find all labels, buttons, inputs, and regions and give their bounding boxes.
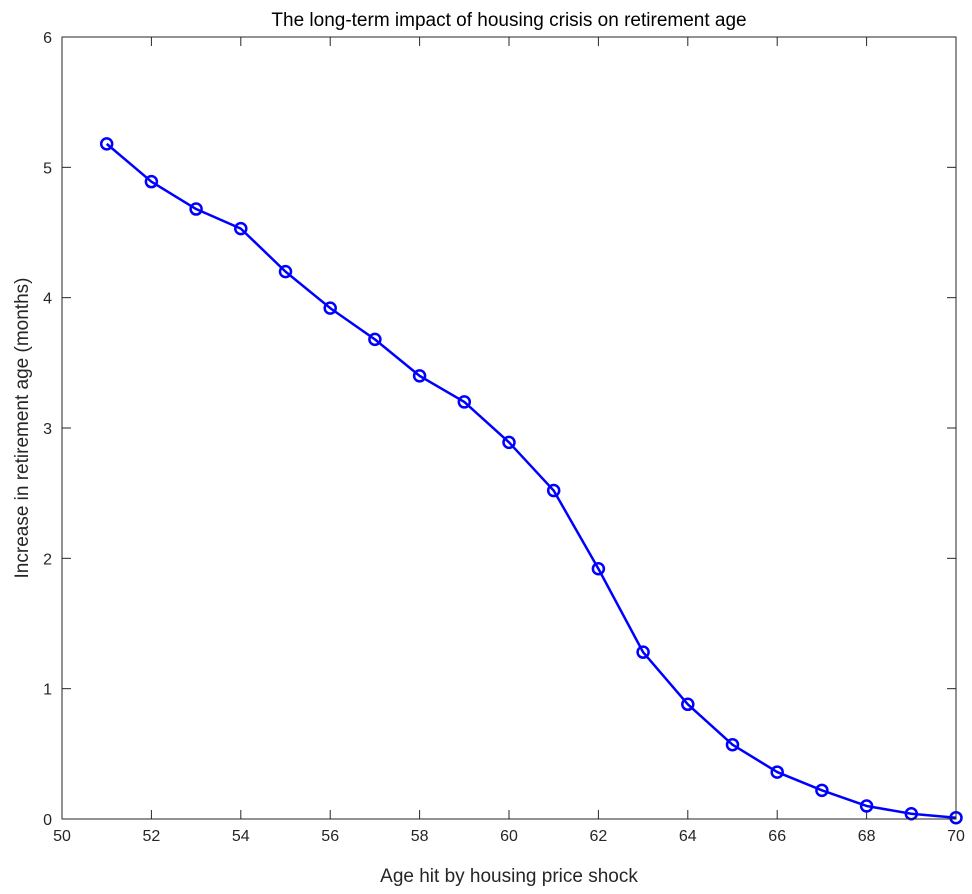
x-tick-label: 54 <box>232 828 250 845</box>
x-tick-label: 66 <box>768 828 786 845</box>
series-line <box>105 142 957 819</box>
data-point <box>681 697 695 712</box>
y-tick-label: 2 <box>43 551 52 568</box>
y-tick-label: 5 <box>43 160 52 177</box>
series-layer <box>99 137 963 825</box>
x-tick-label: 56 <box>321 828 339 845</box>
plot-frame <box>61 36 957 820</box>
y-axis-label: Increase in retirement age (months) <box>12 278 33 579</box>
data-point <box>412 369 427 383</box>
x-tick-label: 58 <box>411 828 429 845</box>
data-point <box>546 483 561 498</box>
data-point <box>859 799 874 813</box>
x-tick-label: 52 <box>143 828 161 845</box>
y-tick-label: 4 <box>43 291 52 308</box>
x-tick-label: 60 <box>500 828 518 845</box>
x-tick-label: 62 <box>590 828 608 845</box>
chart-title: The long-term impact of housing crisis o… <box>271 10 746 31</box>
data-point <box>457 395 472 409</box>
data-point <box>278 264 293 279</box>
x-tick-label: 64 <box>679 828 697 845</box>
data-point <box>234 221 248 236</box>
data-point <box>725 737 740 752</box>
data-point <box>502 435 516 450</box>
x-tick-label: 50 <box>53 828 71 845</box>
data-point <box>323 301 337 315</box>
x-tick-label: 68 <box>858 828 876 845</box>
y-tick-label: 6 <box>43 30 52 47</box>
data-point <box>815 783 829 798</box>
y-tick-label: 3 <box>43 421 52 438</box>
data-point <box>99 137 114 151</box>
y-tick-label: 1 <box>43 682 52 699</box>
x-tick-label: 70 <box>947 828 965 845</box>
data-point <box>189 202 203 216</box>
data-point <box>368 332 382 347</box>
data-point <box>770 765 784 779</box>
data-point <box>144 174 159 189</box>
data-point <box>636 645 650 659</box>
data-point <box>591 562 606 576</box>
x-axis-label: Age hit by housing price shock <box>380 866 638 887</box>
plot-area <box>62 37 956 819</box>
y-tick-label: 0 <box>43 812 52 829</box>
